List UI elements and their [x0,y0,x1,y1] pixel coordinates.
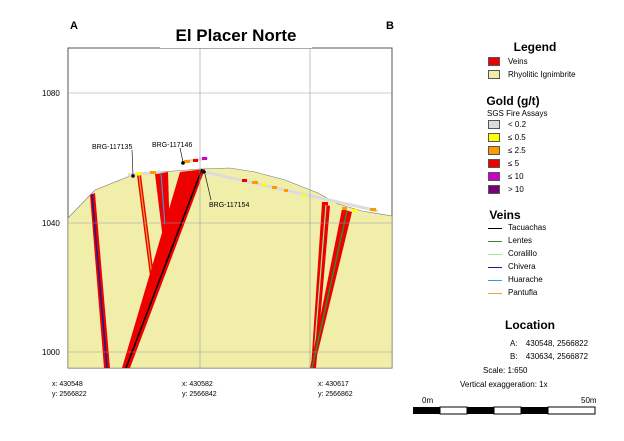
y-coordinate-label: y: 2566862 [318,391,353,398]
location-b-value: 430634, 2566872 [525,352,589,361]
assay-interval [150,171,156,174]
location-b-label: B: [510,352,518,361]
vein-line-sample [488,293,502,294]
scale-bar-segment [439,406,468,415]
gold-class-label: < 0.2 [508,120,527,129]
gold-class-label: ≤ 0.5 [508,133,526,142]
location-b: B: 430634, 2566872 [510,352,588,361]
lentes-vein-trace [311,210,348,369]
assay-interval [322,202,328,205]
legend-item-label: Rhyolitic Ignimbrite [508,70,576,79]
vein-line-sample [488,228,502,229]
grid-lines [68,48,392,368]
scale-bar-start-label: 0m [422,396,433,405]
section-end-b-label: B [386,20,394,32]
gold-legend-title: Gold (g/t) [486,94,540,108]
y-coordinate-label: y: 2566842 [182,391,217,398]
gold-class-swatch [488,120,500,129]
coralillo-vein-trace [312,204,327,369]
assay-interval [136,172,142,175]
drillhole-collar [181,161,185,165]
pantufla-vein-trace [138,174,154,285]
drillhole-trace-bgr-117154 [204,170,379,213]
assay-interval [262,183,267,186]
drillhole-label-bgr-117154: BRG-117154 [209,202,249,209]
gold-legend-subtitle: SGS Fire Assays [487,109,548,118]
scale-text: Scale: 1:650 [483,366,528,375]
label-leader [179,147,184,163]
drillhole-collar [202,170,206,174]
x-coordinate-label: x: 430617 [318,381,349,388]
drillhole-label-bgr-117135: BRG-117135 [92,144,132,151]
scale-bar-segment [547,406,596,415]
vein-line-sample [488,280,502,281]
vein-legend-label: Chivera [508,262,536,271]
gold-class-swatch [488,172,500,181]
gold-class-label: ≤ 5 [508,159,520,168]
assay-interval [184,160,190,163]
x-coordinate-label: x: 430548 [52,381,83,388]
assay-interval [302,194,306,197]
scale-bar-end-label: 50m [581,396,597,405]
gold-class-swatch [488,146,500,155]
assay-interval [342,207,347,210]
title-backdrop [160,22,312,48]
scale-bar: 0m 50m [413,396,597,415]
gold-class-swatch [488,159,500,168]
label-leader [131,149,134,176]
drillhole-label-bgr-117146: BRG-117146 [152,142,192,149]
location-title: Location [505,318,555,332]
assay-interval [202,157,207,160]
gold-class-swatch [488,185,500,194]
vein-line-sample [488,254,502,255]
scale-bar-segment [413,407,440,414]
veins-legend-title: Veins [489,208,521,222]
drillhole-collar [131,174,135,178]
tacuachas-vein-trace [125,168,203,369]
assay-interval [242,179,247,182]
vein-line-sample [488,267,502,268]
label-leader [204,173,212,201]
legend-item-label: Veins [508,57,528,66]
section-end-a-label: A [70,20,78,32]
y-coordinate-label: y: 2566822 [52,391,87,398]
assay-interval [370,208,376,211]
page-title: El Placer Norte [176,26,297,45]
vertical-exaggeration-text: Vertical exaggeration: 1x [460,380,548,389]
vein-line-sample [488,241,502,242]
assay-interval [193,159,198,162]
assay-interval [284,189,288,192]
assay-interval [272,186,277,189]
gold-class-swatch [488,133,500,142]
vein-legend-label: Tacuachas [508,223,547,232]
legend-title: Legend [513,40,557,54]
location-a: A: 430548, 2566822 [510,339,588,348]
ignimbrite-swatch [488,70,500,79]
x-coordinate-label: x: 430582 [182,381,213,388]
assay-interval [352,209,357,212]
vein-legend-label: Pantufla [508,288,538,297]
location-a-value: 430548, 2566822 [525,339,589,348]
vein-legend-label: Huarache [508,275,543,284]
veins-swatch [488,57,500,66]
elevation-tick-label: 1080 [42,89,60,98]
scale-bar-segment [467,407,494,414]
gold-class-label: ≤ 10 [508,172,524,181]
elevation-tick-label: 1000 [42,348,60,357]
scale-bar-segment [493,406,522,415]
vein-legend-label: Coralillo [508,249,537,258]
location-a-label: A: [510,339,518,348]
gold-class-label: ≤ 2.5 [508,146,526,155]
scale-bar-segment [521,407,548,414]
elevation-tick-label: 1040 [42,219,60,228]
assay-interval [252,181,258,184]
geology-layer [67,167,393,369]
gold-class-label: > 10 [508,185,524,194]
vein-legend-label: Lentes [508,236,533,245]
